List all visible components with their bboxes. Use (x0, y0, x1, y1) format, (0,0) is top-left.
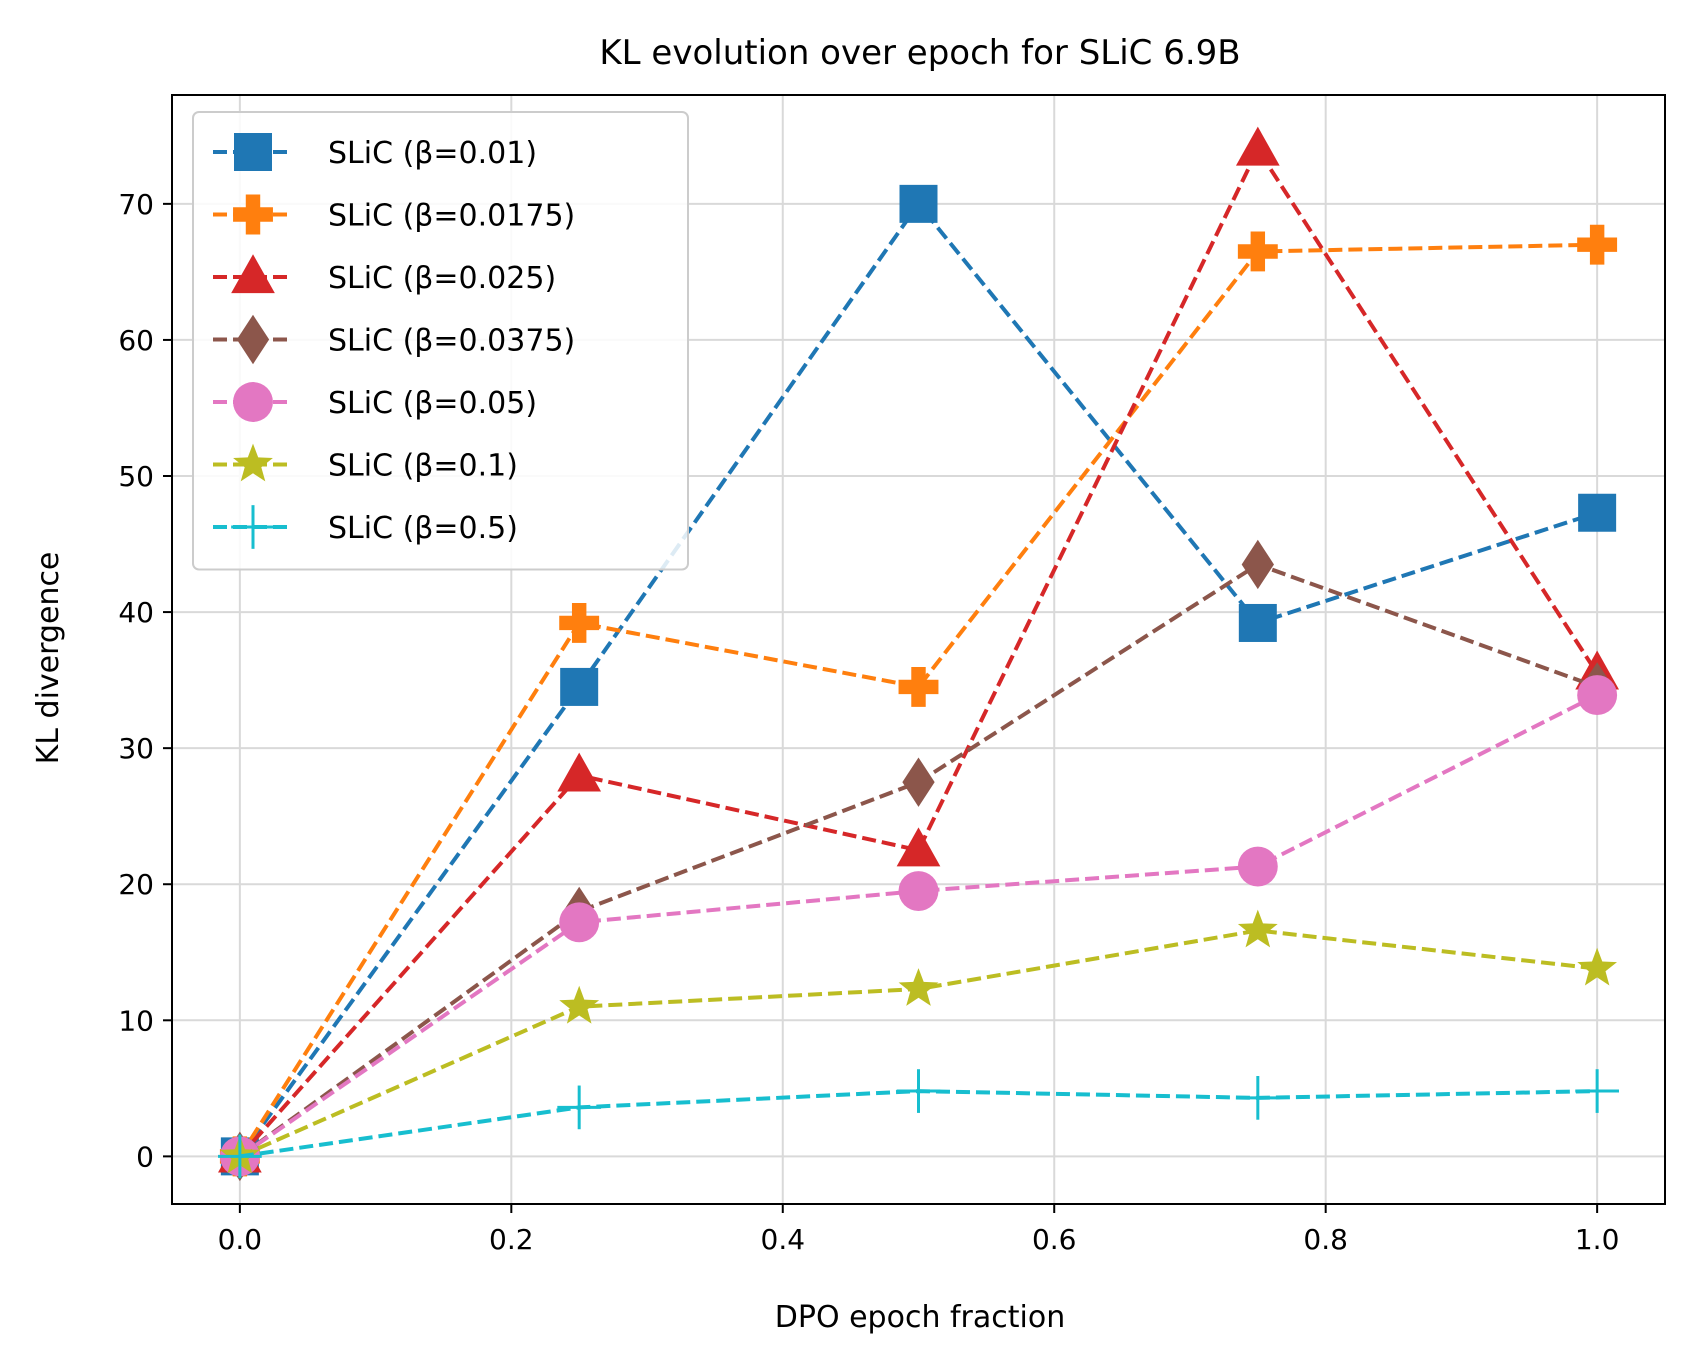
y-tick-label: 70 (118, 188, 154, 221)
legend-marker (231, 254, 275, 294)
data-point (898, 871, 939, 911)
series-4 (219, 675, 1618, 1177)
data-point (560, 667, 599, 706)
series-line (239, 928, 1598, 1159)
y-tick-label: 20 (118, 868, 154, 901)
data-point (1575, 1069, 1619, 1113)
legend-label: SLiC (β=0.01) (328, 136, 537, 171)
legend-label: SLiC (β=0.1) (328, 449, 518, 484)
legend-entry: SLiC (β=0.0375) (213, 314, 575, 365)
legend-entry: SLiC (β=0.05) (213, 382, 537, 422)
plot-frame (171, 94, 1666, 1205)
legend-label: SLiC (β=0.5) (328, 511, 518, 546)
y-tick-label: 60 (118, 324, 154, 357)
data-point (899, 184, 938, 223)
legend: SLiC (β=0.01) SLiC (β=0.0175) SLiC (β=0.02… (192, 111, 689, 571)
data-point (1237, 909, 1278, 948)
x-axis-label: DPO epoch fraction (775, 1300, 1065, 1335)
legend-entry: SLiC (β=0.5) (213, 505, 518, 549)
legend-entry: SLiC (β=0.025) (213, 254, 556, 296)
legend-box (192, 111, 689, 571)
data-point (559, 603, 600, 643)
series-5 (220, 909, 1617, 1174)
legend-label: SLiC (β=0.05) (328, 386, 537, 421)
data-point (902, 757, 935, 807)
chart-title: KL evolution over epoch for SLiC 6.9B (599, 33, 1240, 73)
legend-marker (233, 194, 273, 235)
series-layer (218, 126, 1619, 1182)
data-point (896, 1069, 941, 1113)
y-axis-label: KL divergence (31, 552, 66, 765)
legend-entry: SLiC (β=0.01) (213, 133, 537, 171)
data-point (557, 752, 602, 792)
data-point (559, 985, 600, 1024)
data-point (557, 1085, 602, 1130)
y-tick-label: 10 (118, 1004, 154, 1037)
legend-marker (236, 314, 270, 365)
data-point (1577, 947, 1617, 986)
legend-label: SLiC (β=0.0375) (328, 324, 575, 359)
series-line (238, 242, 1598, 1158)
series-line (238, 145, 1599, 1158)
data-point (896, 827, 941, 867)
data-point (1577, 224, 1618, 265)
x-tick-label: 0.4 (761, 1223, 806, 1256)
data-point (1237, 846, 1278, 887)
legend-entry: SLiC (β=0.0175) (213, 194, 575, 235)
data-point (1241, 539, 1274, 590)
data-point (1237, 231, 1278, 272)
legend-marker (234, 133, 272, 171)
y-tick-label: 50 (118, 460, 154, 493)
data-point (898, 666, 939, 707)
data-point (1578, 493, 1617, 532)
x-tick-label: 1.0 (1575, 1223, 1620, 1256)
legend-marker (233, 443, 273, 482)
legend-entry: SLiC (β=0.1) (213, 443, 518, 484)
data-point (218, 1134, 262, 1179)
x-tick-label: 0.8 (1303, 1223, 1348, 1256)
legend-label: SLiC (β=0.0175) (328, 199, 575, 234)
axes-layer: 0.0 0.2 0.4 0.6 0.8 1.0 0 10 20 30 40 50 60 70 (118, 94, 1666, 1256)
y-tick-label: 30 (118, 732, 154, 765)
data-point (1238, 603, 1277, 642)
data-point (559, 902, 600, 943)
x-tick-label: 0.2 (489, 1223, 534, 1256)
legend-marker (233, 382, 273, 422)
y-tick-label: 0 (136, 1140, 154, 1173)
data-point (1235, 1076, 1280, 1120)
legend-marker (231, 505, 275, 549)
y-tick-label: 40 (118, 596, 154, 629)
data-point (1235, 126, 1280, 166)
legend-label: SLiC (β=0.025) (328, 261, 556, 296)
x-tick-label: 0.0 (218, 1223, 263, 1256)
data-point (1577, 675, 1618, 716)
x-tick-label: 0.6 (1032, 1223, 1077, 1256)
series-6 (218, 1069, 1619, 1179)
data-point (898, 968, 939, 1006)
